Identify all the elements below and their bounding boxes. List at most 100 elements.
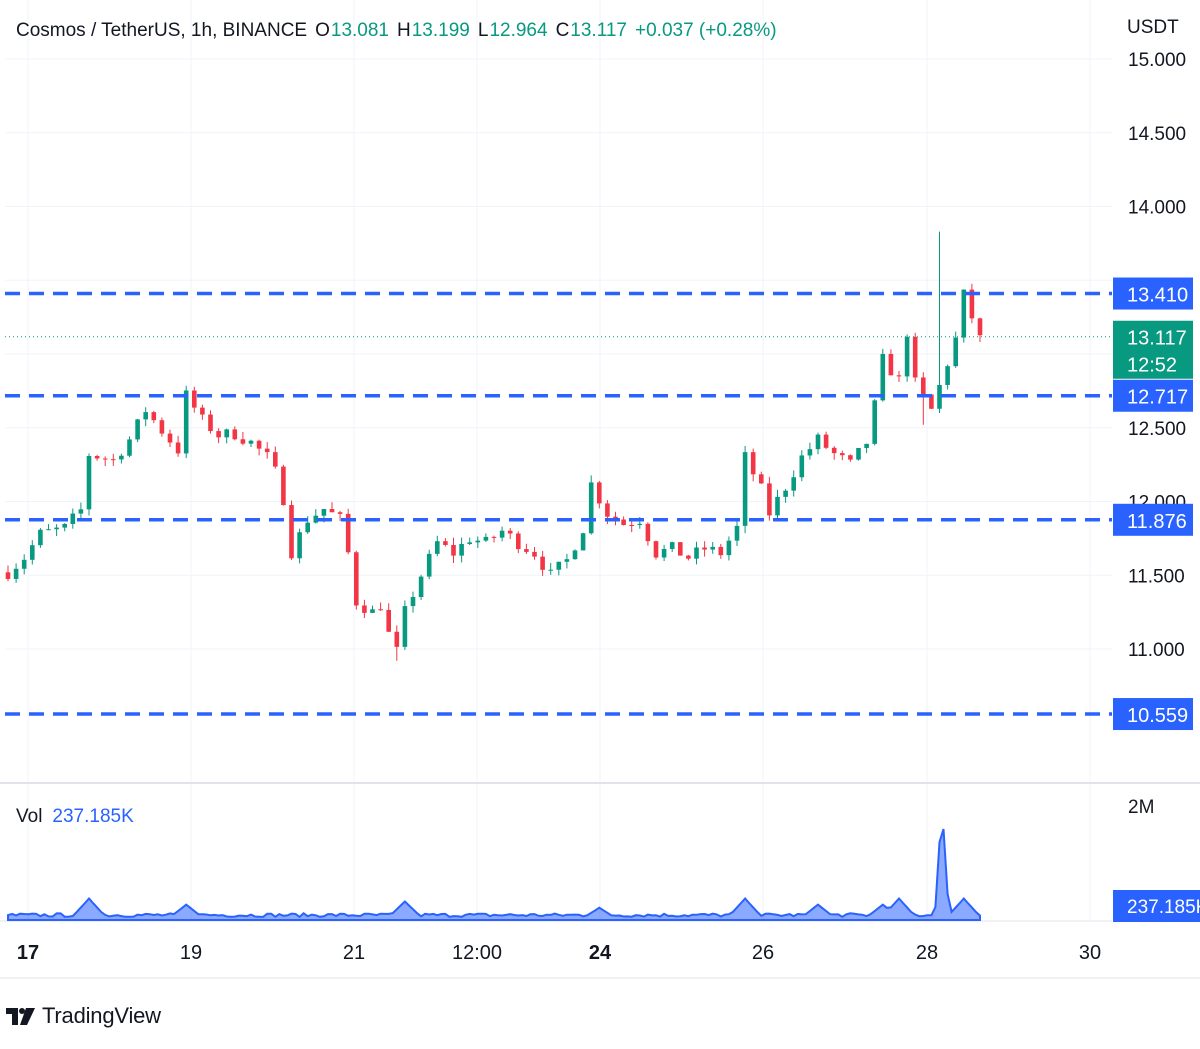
candle[interactable] xyxy=(597,480,602,509)
candle[interactable] xyxy=(426,549,432,580)
candle[interactable] xyxy=(516,531,521,554)
candle[interactable] xyxy=(38,527,43,548)
candle[interactable] xyxy=(718,543,724,559)
candle[interactable] xyxy=(337,510,343,522)
candle[interactable] xyxy=(119,453,124,464)
candle[interactable] xyxy=(653,540,659,560)
candle[interactable] xyxy=(264,442,270,459)
candle[interactable] xyxy=(459,537,464,563)
candle[interactable] xyxy=(127,436,132,458)
candle[interactable] xyxy=(483,533,489,543)
symbol-title[interactable]: Cosmos / TetherUS, 1h, BINANCE xyxy=(16,20,308,41)
candle[interactable] xyxy=(362,599,367,619)
candle[interactable] xyxy=(410,591,416,613)
candle[interactable] xyxy=(572,549,578,560)
candle[interactable] xyxy=(167,429,173,448)
candle[interactable] xyxy=(783,488,788,503)
candle[interactable] xyxy=(289,500,294,560)
tradingview-logo[interactable]: TradingView xyxy=(6,1003,161,1029)
candle[interactable] xyxy=(467,537,472,545)
candle[interactable] xyxy=(937,231,942,414)
candle[interactable] xyxy=(62,523,67,532)
candle[interactable] xyxy=(143,407,148,427)
candle[interactable] xyxy=(200,404,205,420)
candle[interactable] xyxy=(799,450,805,482)
candle[interactable] xyxy=(329,502,335,513)
candle[interactable] xyxy=(588,475,594,535)
candle[interactable] xyxy=(46,524,51,531)
candle[interactable] xyxy=(151,410,157,424)
candle[interactable] xyxy=(30,540,35,565)
candle[interactable] xyxy=(815,432,821,455)
candle[interactable] xyxy=(678,542,683,556)
candle[interactable] xyxy=(742,445,748,534)
candle[interactable] xyxy=(475,536,481,549)
candle[interactable] xyxy=(13,563,19,583)
candle[interactable] xyxy=(961,289,967,343)
candle[interactable] xyxy=(896,370,902,382)
candle[interactable] xyxy=(256,439,262,456)
candle[interactable] xyxy=(54,524,59,537)
candle[interactable] xyxy=(345,508,351,555)
candle[interactable] xyxy=(872,399,877,446)
candle[interactable] xyxy=(912,332,918,382)
candle[interactable] xyxy=(556,561,562,576)
candle[interactable] xyxy=(192,386,197,413)
candle[interactable] xyxy=(208,410,213,434)
candle[interactable] xyxy=(645,522,651,546)
candle[interactable] xyxy=(791,470,796,497)
candle[interactable] xyxy=(111,453,116,466)
candle[interactable] xyxy=(621,516,626,526)
candle[interactable] xyxy=(248,439,254,448)
candle[interactable] xyxy=(499,526,505,542)
candle[interactable] xyxy=(702,541,707,557)
candle[interactable] xyxy=(710,542,715,554)
candle[interactable] xyxy=(759,471,764,484)
candle[interactable] xyxy=(183,385,189,459)
candle[interactable] xyxy=(532,547,537,560)
candle[interactable] xyxy=(823,431,829,450)
candle[interactable] xyxy=(880,348,886,402)
candle[interactable] xyxy=(807,442,813,460)
candle[interactable] xyxy=(945,364,950,390)
volume-series[interactable] xyxy=(7,828,981,921)
currency-label[interactable]: USDT xyxy=(1127,17,1179,38)
candle[interactable] xyxy=(175,435,181,457)
candle[interactable] xyxy=(977,317,983,342)
candle[interactable] xyxy=(86,453,92,516)
candle[interactable] xyxy=(775,489,780,522)
candle[interactable] xyxy=(580,532,586,551)
candle[interactable] xyxy=(386,603,391,633)
candle[interactable] xyxy=(750,448,756,482)
candle[interactable] xyxy=(70,508,76,529)
candle[interactable] xyxy=(102,456,108,467)
candle[interactable] xyxy=(888,349,894,376)
candle[interactable] xyxy=(354,550,359,610)
candle[interactable] xyxy=(540,550,545,576)
candle[interactable] xyxy=(661,544,667,562)
candle[interactable] xyxy=(240,431,246,446)
candle[interactable] xyxy=(953,331,958,368)
candle[interactable] xyxy=(669,541,675,553)
candle[interactable] xyxy=(135,418,140,443)
candle[interactable] xyxy=(418,574,424,601)
candle[interactable] xyxy=(491,535,497,543)
candle[interactable] xyxy=(232,426,238,441)
candle[interactable] xyxy=(159,417,165,437)
candle[interactable] xyxy=(394,625,400,661)
candle[interactable] xyxy=(297,528,302,564)
candle[interactable] xyxy=(78,502,84,521)
candle[interactable] xyxy=(402,600,408,650)
candle[interactable] xyxy=(313,509,319,524)
candle[interactable] xyxy=(378,602,383,611)
candle[interactable] xyxy=(224,428,229,444)
candle[interactable] xyxy=(451,537,456,563)
candle[interactable] xyxy=(734,521,740,547)
candle[interactable] xyxy=(548,563,553,575)
candle[interactable] xyxy=(726,536,732,561)
candle[interactable] xyxy=(216,428,221,444)
candle[interactable] xyxy=(767,476,772,521)
candle[interactable] xyxy=(840,450,845,461)
